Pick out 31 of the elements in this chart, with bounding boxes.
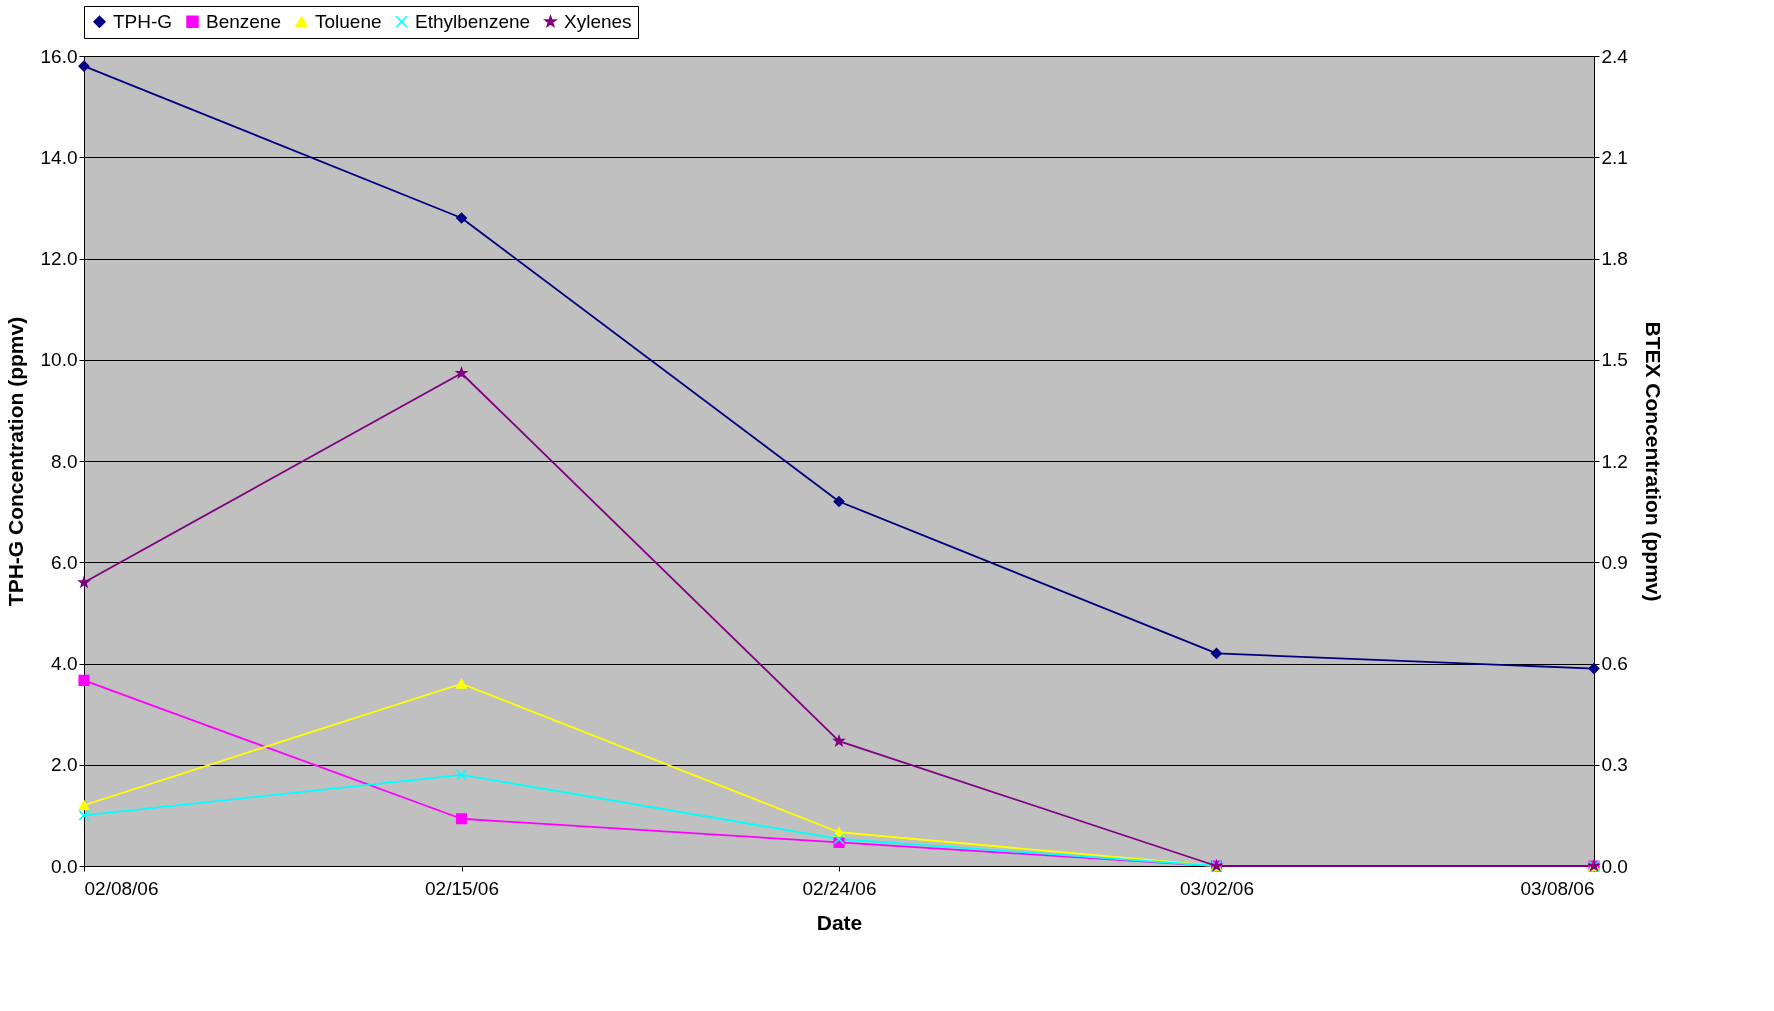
legend-label: Ethylbenzene [415, 10, 531, 32]
y-tick-label: 12.0 [40, 248, 78, 269]
x-tick-label: 02/08/06 [84, 877, 159, 899]
y-tick-label: 4.0 [51, 653, 78, 674]
x-tick-label: 02/15/06 [425, 877, 499, 899]
y2-tick-label: 1.2 [1601, 450, 1628, 472]
y2-tick-label: 0.0 [1601, 855, 1628, 877]
legend-label: Toluene [315, 10, 382, 32]
y-tick-label: 0.0 [51, 855, 78, 877]
legend-label: TPH-G [113, 10, 173, 32]
legend-label: Benzene [206, 10, 282, 32]
y-tick-label: 2.0 [51, 754, 78, 776]
x-axis-title: Date [816, 910, 863, 934]
y2-tick-label: 0.9 [1601, 551, 1628, 573]
y-tick-label: 16.0 [40, 45, 78, 67]
legend-label: Xylenes [564, 10, 632, 32]
x-tick-label: 03/08/06 [1520, 877, 1595, 899]
y2-tick-label: 0.6 [1601, 653, 1628, 674]
y2-tick-label: 1.8 [1601, 248, 1628, 269]
y-tick-label: 8.0 [51, 450, 78, 472]
y-tick-label: 6.0 [51, 551, 78, 573]
y2-tick-label: 2.4 [1601, 45, 1629, 67]
y-tick-label: 10.0 [40, 349, 78, 371]
y2-tick-label: 0.3 [1601, 754, 1628, 776]
x-tick-label: 02/24/06 [802, 877, 877, 899]
y-axis-title: TPH-G Concentration (ppmv) [3, 316, 27, 607]
y2-axis-title: BTEX Concentration (ppmv) [1641, 321, 1665, 602]
x-tick-label: 03/02/06 [1180, 877, 1254, 899]
y2-tick-label: 2.1 [1601, 146, 1628, 168]
y-tick-label: 14.0 [40, 146, 78, 168]
y2-tick-label: 1.5 [1601, 349, 1628, 371]
